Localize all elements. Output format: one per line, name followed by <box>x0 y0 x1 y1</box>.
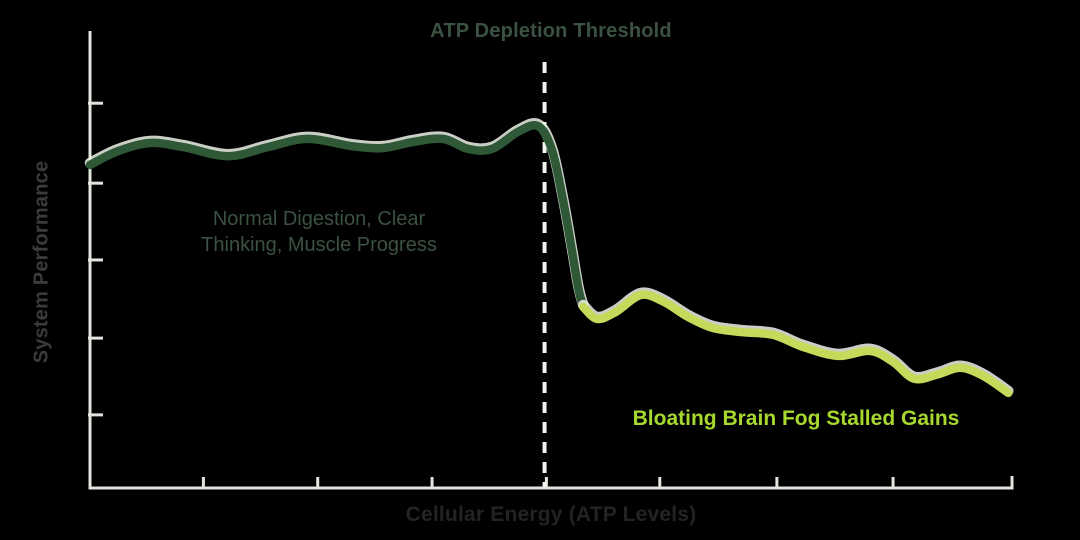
annotation-normal-state: Normal Digestion, Clear Thinking, Muscle… <box>201 208 437 257</box>
x-axis-label: Cellular Energy (ATP Levels) <box>405 503 697 526</box>
annotation-depleted-state: Bloating Brain Fog Stalled Gains <box>632 407 960 430</box>
chart-title: ATP Depletion Threshold <box>430 20 672 42</box>
series-line-0 <box>85 120 588 312</box>
series-line-1 <box>579 290 1013 398</box>
y-axis-label: System Performance <box>30 160 53 364</box>
